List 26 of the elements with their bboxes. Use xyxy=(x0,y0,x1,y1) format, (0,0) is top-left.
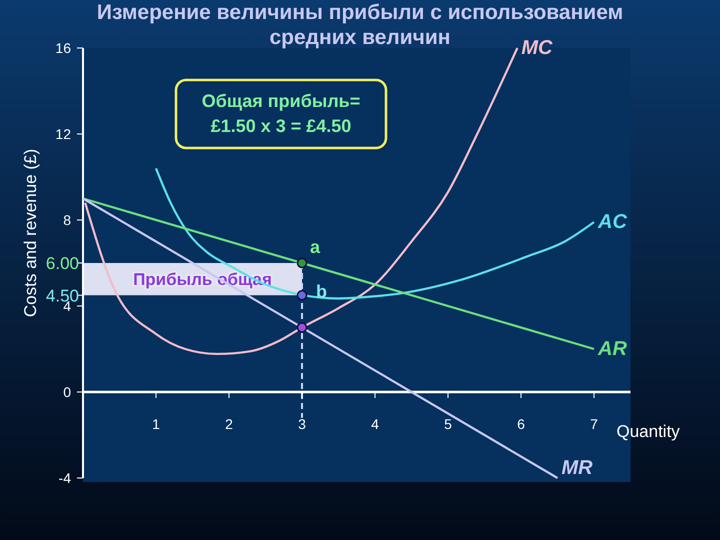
x-tick-label: 4 xyxy=(371,416,380,432)
series-label: AC xyxy=(597,211,628,234)
y-tick-label: 16 xyxy=(55,40,72,56)
x-tick-label: 2 xyxy=(225,416,234,432)
annotation: b xyxy=(316,281,327,302)
annotation: a xyxy=(310,237,321,257)
y-tick-label: 6.00 xyxy=(46,254,79,273)
series-label: MR xyxy=(562,457,594,479)
y-tick-label: 8 xyxy=(63,212,72,228)
series-label: MC xyxy=(521,37,554,59)
point xyxy=(296,290,308,300)
x-tick-label: 6 xyxy=(517,416,526,432)
x-axis-title: Quantity xyxy=(616,422,680,441)
y-tick-label: 12 xyxy=(55,126,72,142)
point xyxy=(296,322,308,333)
line-series xyxy=(84,46,518,356)
series-label: AR xyxy=(597,338,628,360)
x-tick-label: 7 xyxy=(590,416,598,432)
x-tick-label: 3 xyxy=(298,416,306,432)
y-axis-title: Costs and revenue (£) xyxy=(21,148,40,318)
annotation: Общая прибыль= £1.50 x 3 = £4.50 xyxy=(202,91,360,136)
y-tick-label: -4 xyxy=(58,470,72,486)
point xyxy=(296,258,308,268)
x-tick-label: 1 xyxy=(152,416,160,432)
x-tick-label: 5 xyxy=(444,416,452,432)
y-tick-label: 0 xyxy=(63,384,72,400)
